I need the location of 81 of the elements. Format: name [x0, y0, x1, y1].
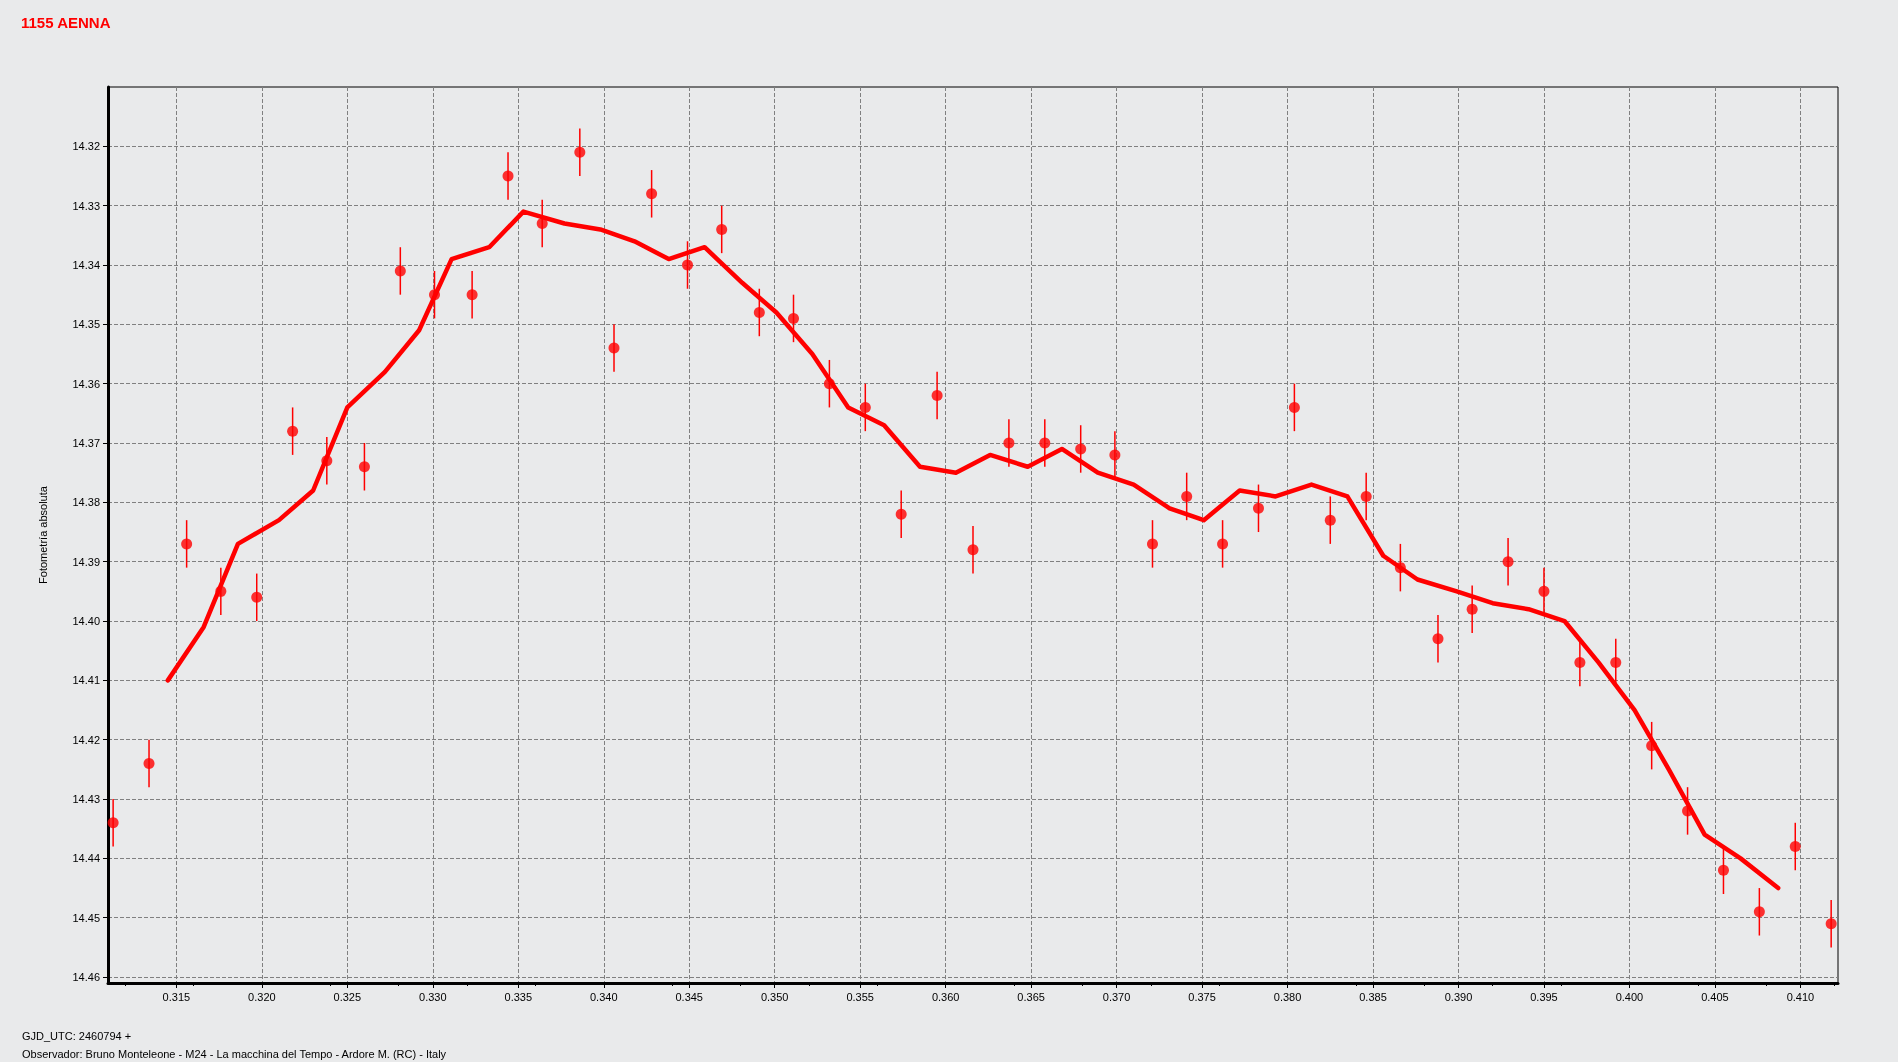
x-tick-label: 0.390 [1444, 990, 1473, 1003]
y-tick-label: 14.33 [72, 199, 100, 212]
x-tick-label: 0.315 [162, 990, 191, 1003]
point [394, 265, 406, 277]
point [1574, 657, 1586, 669]
point [1147, 538, 1158, 550]
x-tick-label: 0.385 [1359, 990, 1387, 1003]
y-tick-label: 14.35 [72, 318, 100, 331]
point [967, 544, 979, 556]
text: Observador: Bruno Monteleone - M24 - La macchina del Tempo - Ardore M. (RC) - Italy [22, 1047, 447, 1060]
point [1717, 864, 1729, 876]
point [251, 591, 263, 603]
point [1324, 514, 1336, 526]
point [1003, 437, 1015, 449]
point [181, 538, 193, 550]
y-tick-label: 14.46 [72, 971, 100, 984]
point [682, 259, 694, 271]
x-tick-label: 0.330 [419, 990, 447, 1003]
point [1753, 906, 1765, 918]
y-tick-label: 14.40 [72, 615, 100, 628]
x-tick-label: 0.345 [675, 990, 703, 1003]
point [287, 425, 299, 437]
point [1825, 918, 1837, 930]
x-tick-label: 0.380 [1273, 990, 1302, 1003]
x-tick-label: 0.375 [1188, 990, 1216, 1003]
x-tick-label: 0.405 [1701, 990, 1729, 1003]
point [608, 342, 620, 354]
point [1075, 443, 1087, 455]
y-tick-label: 14.43 [72, 793, 100, 806]
point [1610, 657, 1622, 669]
x-tick-label: 0.335 [504, 990, 533, 1003]
x-tick-label: 0.410 [1786, 990, 1815, 1003]
point [1288, 401, 1300, 413]
text: GJD_UTC: 2460794 + [22, 1029, 132, 1042]
y-tick-label: 14.44 [72, 852, 100, 865]
point [931, 390, 943, 402]
point [1109, 449, 1121, 461]
x-tick-label: 0.350 [760, 990, 789, 1003]
point [1217, 538, 1229, 550]
point [502, 170, 514, 182]
point [1502, 556, 1514, 568]
point [1253, 502, 1264, 514]
point [107, 817, 119, 829]
y-tick-label: 14.34 [72, 259, 100, 272]
point [358, 461, 370, 473]
point [716, 223, 728, 235]
point [788, 312, 799, 324]
point [646, 188, 658, 200]
point [1466, 603, 1478, 615]
point [1360, 490, 1372, 502]
x-tick-label: 0.370 [1102, 990, 1131, 1003]
point [859, 401, 871, 413]
x-tick-label: 0.340 [589, 990, 618, 1003]
y-tick-label: 14.37 [72, 437, 100, 450]
y-tick-label: 14.39 [72, 555, 100, 568]
x-tick-label: 0.355 [846, 990, 874, 1003]
y-tick-label: 14.41 [72, 674, 100, 687]
x-tick-label: 0.360 [931, 990, 960, 1003]
point [466, 289, 478, 301]
point [574, 146, 586, 158]
x-tick-label: 0.320 [248, 990, 276, 1003]
x-tick-label: 0.400 [1615, 990, 1644, 1003]
x-tick-label: 0.365 [1017, 990, 1045, 1003]
y-tick-label: 14.45 [72, 911, 100, 924]
point [1181, 490, 1193, 502]
point [536, 217, 548, 229]
point [1432, 633, 1444, 645]
point [895, 508, 907, 520]
x-tick-label: 0.325 [333, 990, 362, 1003]
point [1538, 585, 1550, 597]
y-tick-label: 14.32 [72, 140, 100, 153]
y-tick-label: 14.42 [72, 733, 100, 746]
point [1039, 437, 1051, 449]
y-tick-label: 14.36 [72, 377, 100, 390]
point [753, 306, 765, 318]
point [1789, 841, 1801, 853]
x-tick-label: 0.395 [1530, 990, 1558, 1003]
point [143, 757, 155, 769]
y-tick-label: 14.38 [72, 496, 100, 509]
y-axis-title: Fotometría absoluta [36, 485, 49, 584]
chart-title: 1155 AENNA [21, 14, 111, 31]
